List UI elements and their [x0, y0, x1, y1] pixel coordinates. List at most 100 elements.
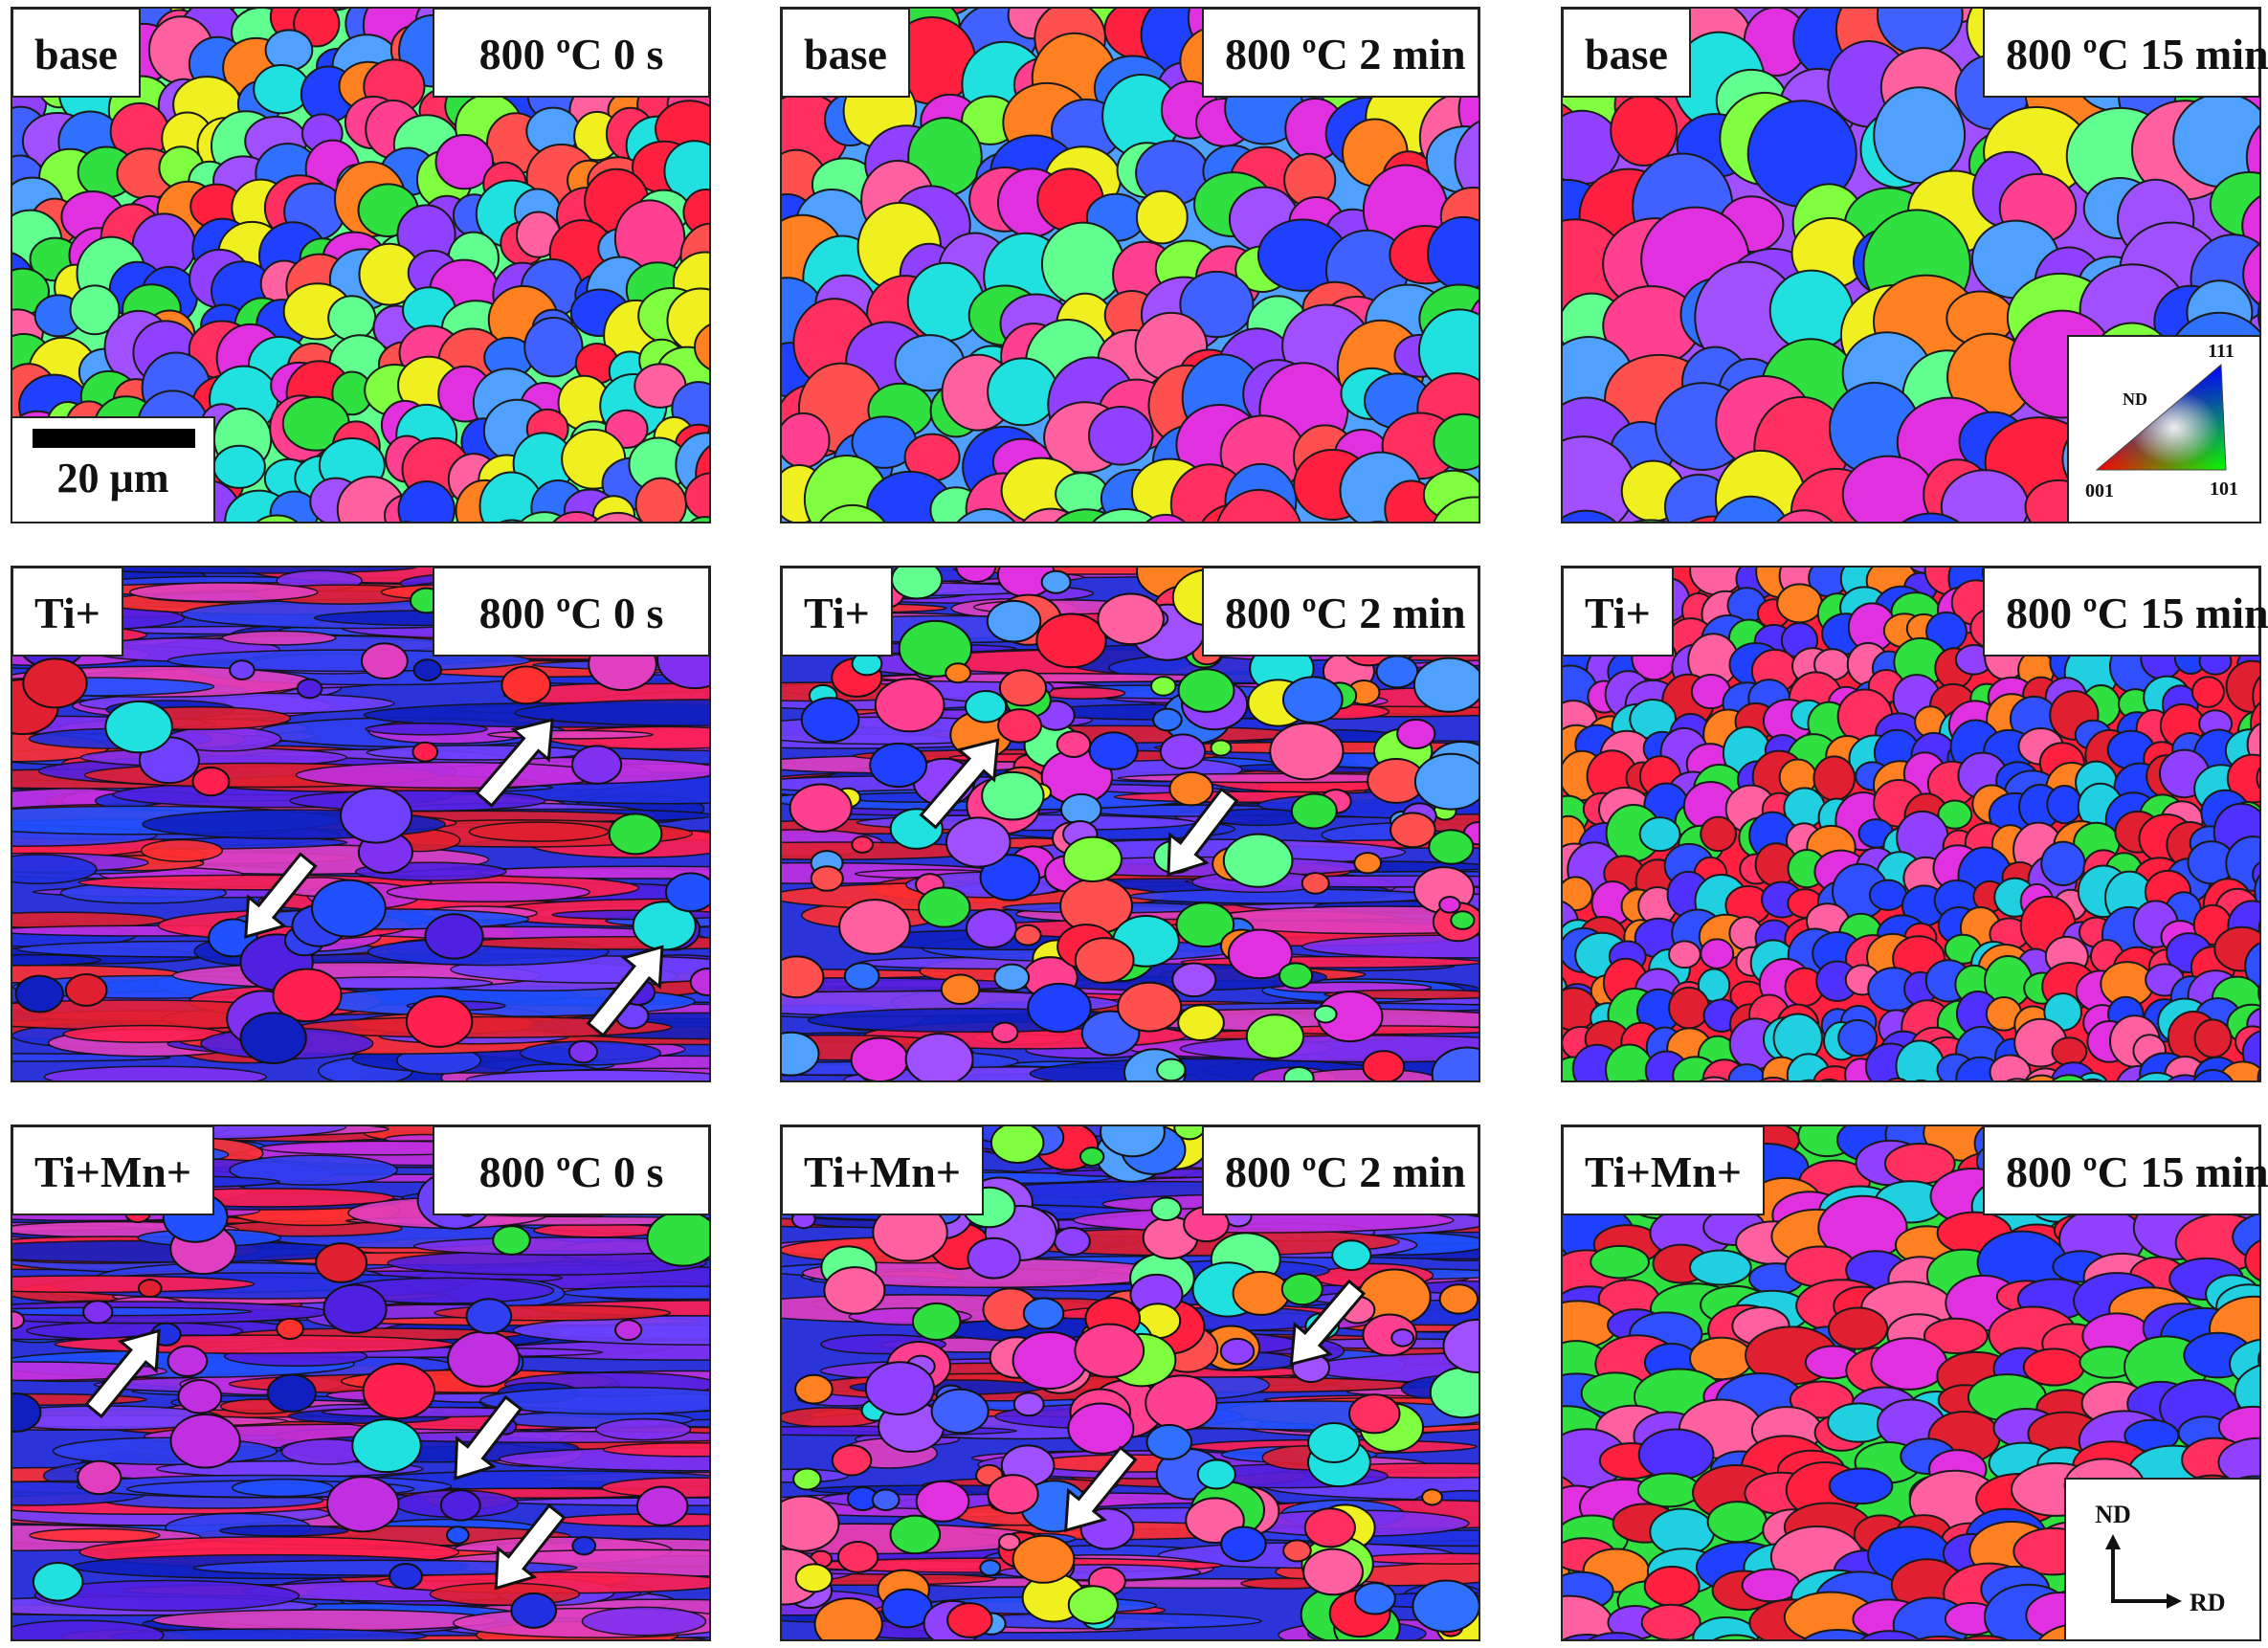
grain [1700, 815, 1738, 853]
grain [965, 907, 1017, 948]
grain [1525, 944, 1559, 979]
grain [781, 111, 786, 152]
grain [987, 1474, 1039, 1515]
grain [1515, 646, 1559, 681]
condition-label: 800 ºC 0 s [433, 567, 710, 657]
grain [11, 1310, 25, 1330]
grain [1479, 463, 1558, 543]
grain [1667, 940, 1701, 969]
grain [688, 516, 710, 523]
grain [457, 526, 501, 566]
grain [1640, 1603, 1701, 1640]
grain [571, 1536, 597, 1556]
grain [1088, 731, 1139, 770]
grain [1751, 525, 1789, 556]
grain [945, 816, 1012, 868]
grain [0, 8, 10, 55]
arrow [475, 718, 554, 808]
grain [997, 708, 1043, 744]
grain [709, 516, 710, 522]
material-label: Ti+ [781, 567, 893, 657]
grain [1390, 1328, 1415, 1347]
grain [272, 968, 343, 1023]
deformed-band [128, 582, 319, 603]
arrow [1289, 1279, 1367, 1367]
scale-bar [33, 429, 195, 448]
grain [1491, 1085, 1566, 1128]
grain [986, 599, 1042, 643]
deformed-band [140, 838, 224, 862]
grain [412, 658, 442, 682]
grain [1150, 1196, 1183, 1222]
grain [1438, 896, 1461, 914]
grain [614, 1319, 643, 1342]
grain [411, 741, 439, 763]
grain [2198, 0, 2268, 1]
grain [800, 697, 860, 744]
map-frame [780, 1125, 1480, 1641]
grain [2024, 1074, 2059, 1081]
grain [838, 899, 911, 955]
ipf-box [2067, 335, 2261, 523]
grain [864, 1361, 935, 1415]
grain [1577, 1090, 1612, 1120]
grain [2258, 801, 2260, 816]
grain [1801, 1628, 1875, 1640]
grain [1040, 569, 1072, 594]
grain [1562, 343, 1573, 407]
grain [315, 1242, 368, 1283]
grain [1850, 1087, 1887, 1121]
arrow [454, 1394, 523, 1481]
grain [869, 742, 928, 789]
condition-label: 800 ºC 15 min [1983, 567, 2268, 657]
grain [1885, 1077, 1908, 1081]
deformed-band [11, 854, 98, 884]
grain [781, 955, 825, 999]
grain [1595, 0, 1701, 5]
grain [1307, 1421, 1361, 1463]
deformed-band [11, 1275, 256, 1294]
deformed-band [1359, 1552, 1479, 1565]
grain [781, 154, 788, 185]
grain [720, 163, 778, 210]
grain [445, 1526, 470, 1545]
grain [1056, 730, 1092, 758]
map-frame [11, 7, 711, 523]
grain [831, 1444, 873, 1477]
grain [362, 1362, 436, 1420]
deformed-band [479, 1386, 710, 1415]
grain [781, 1031, 820, 1077]
grain [327, 295, 377, 342]
grain [1035, 612, 1107, 669]
grain [987, 357, 1058, 427]
grain [1562, 845, 1564, 859]
deformed-band [601, 1477, 710, 1499]
deformed-band [43, 1065, 268, 1081]
grain [836, 1541, 879, 1573]
grain [1643, 1566, 1701, 1607]
grain [1562, 714, 1567, 735]
grain [1573, 567, 1594, 570]
grain [1562, 1396, 1569, 1424]
grain [1837, 1018, 1879, 1058]
grain [1689, 1249, 1752, 1286]
grain [2244, 942, 2260, 991]
grain [810, 865, 844, 892]
ipf-corner-101: 101 [2210, 479, 2238, 500]
grain [2262, 424, 2268, 478]
deformed-band [151, 1609, 499, 1632]
deformed-band [365, 723, 488, 736]
grain [69, 284, 121, 336]
map-frame [11, 566, 711, 1082]
grain [1454, 120, 1479, 205]
grain [1100, 1125, 1166, 1158]
axes-box [2064, 1478, 2261, 1641]
grain [1059, 792, 1102, 826]
deformed-band [11, 953, 102, 967]
grain [990, 1021, 1019, 1044]
grain [781, 431, 783, 450]
grain [1735, 1082, 1781, 1129]
grain [1433, 412, 1479, 472]
grain [781, 412, 831, 469]
grain [1638, 816, 1681, 853]
